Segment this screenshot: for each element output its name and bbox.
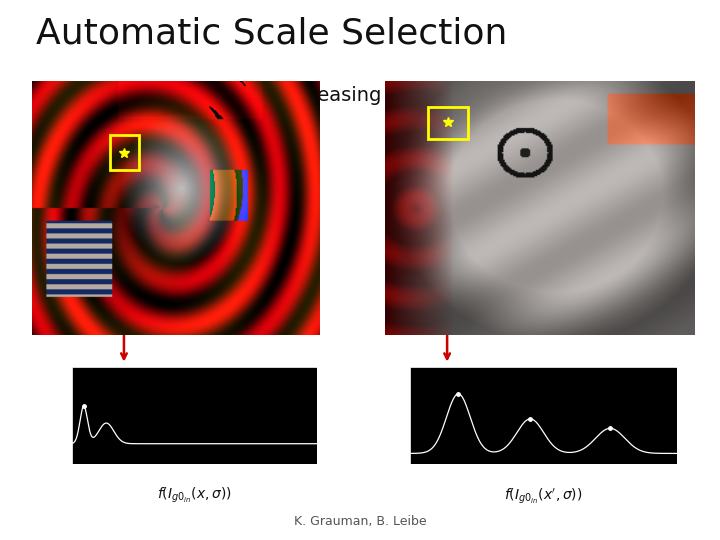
Bar xyxy=(110,135,139,171)
X-axis label: scale: scale xyxy=(532,478,555,488)
Bar xyxy=(428,107,467,139)
Text: $f(I_{g0_{in}}(x,\sigma))$: $f(I_{g0_{in}}(x,\sigma))$ xyxy=(157,486,232,505)
X-axis label: scale: scale xyxy=(183,478,206,488)
Text: K. Grauman, B. Leibe: K. Grauman, B. Leibe xyxy=(294,515,426,528)
Text: Automatic Scale Selection: Automatic Scale Selection xyxy=(36,16,508,50)
Text: • Function responses for increasing scale (scale signature): • Function responses for increasing scal… xyxy=(36,86,608,105)
Text: $f(I_{g0_{in}}(x',\sigma))$: $f(I_{g0_{in}}(x',\sigma))$ xyxy=(504,486,583,505)
